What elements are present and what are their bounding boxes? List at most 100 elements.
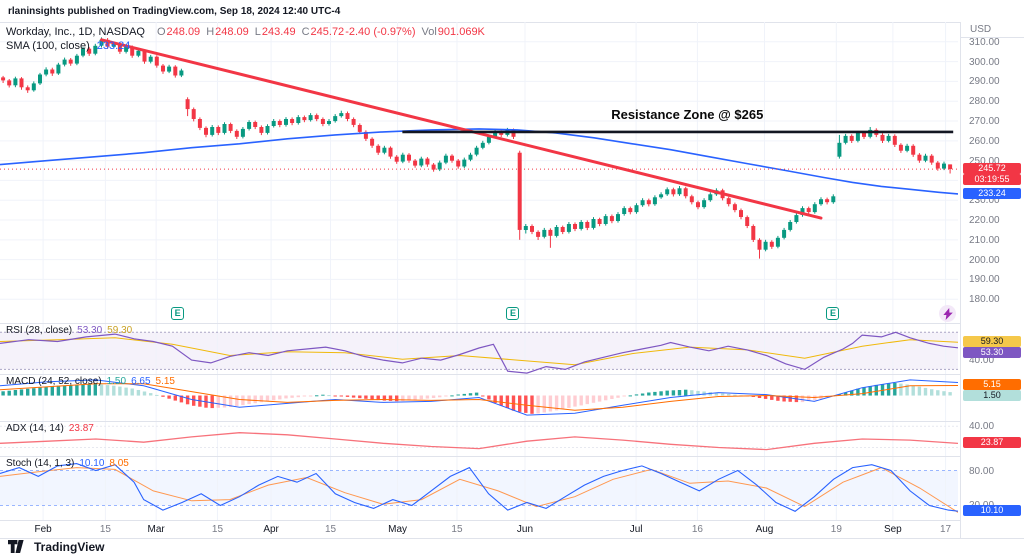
publisher-header: rlaninsights published on TradingView.co… [8,6,341,17]
symbol-legend[interactable]: Workday, Inc., 1D, NASDAQ O248.09 H248.09 L… [6,25,485,53]
macd-panel[interactable]: MACD (24, 52, close) 1.50 6.65 5.15 [0,374,960,421]
time-axis-label: 15 [324,524,337,535]
adx-title[interactable]: ADX (14, 14) [6,423,64,434]
high-value: 248.09 [215,26,249,38]
rsi-title[interactable]: RSI (28, close) [6,325,73,336]
footer: TradingView [8,538,104,555]
rsi-ma-value: 59.30 [107,325,133,336]
axis-tick-label: 190.00 [969,274,1000,286]
sma-row: SMA (100, close) 233.24 [6,39,485,53]
change-value: -2.40 (-0.97%) [345,26,416,38]
macd-hist-value: 1.50 [106,376,127,387]
currency-label: USD [961,22,1024,38]
symbol-title[interactable]: Workday, Inc., 1D, NASDAQ [6,26,145,38]
price-axis[interactable]: USD 310.00 300.00 290.00 280.00 270.00 260.00… [960,22,1024,538]
rsi-panel[interactable]: RSI (28, close) 53.30 59.30 [0,323,960,374]
open-value: 248.09 [166,26,201,38]
time-axis-label: 15 [99,524,111,535]
low-value: 243.49 [261,26,296,38]
axis-tick-label: 40.00 [969,355,995,367]
axis-tick-label: 40.00 [969,421,995,433]
axis-tick-label: 220.00 [969,215,1000,227]
resistance-annotation[interactable]: Resistance Zone @ $265 [611,107,764,123]
low-label: L [254,26,261,38]
time-axis-label: May [388,524,408,535]
earnings-icon[interactable]: E [171,307,185,320]
volume-value: 901.069K [437,26,485,38]
time-axis-label: Mar [147,524,165,535]
macd-hist-badge: 1.50 [963,390,1021,402]
divider[interactable] [0,374,1024,375]
brand-name[interactable]: TradingView [34,539,105,554]
close-value: 245.72 [310,26,345,38]
time-axis-label: Jun [516,524,534,535]
earnings-icon[interactable]: E [826,307,840,320]
flash-icon[interactable] [939,305,956,322]
price-panel[interactable]: Workday, Inc., 1D, NASDAQ O248.09 H248.09 L… [0,22,960,323]
time-axis-label: Jul [629,524,643,535]
axis-tick-label: 290.00 [969,76,1000,88]
adx-legend: ADX (14, 14) 23.87 [6,423,99,435]
divider [0,22,1024,23]
axis-tick-label: 210.00 [969,234,1000,246]
time-axis-label: Apr [263,524,279,535]
macd-line-value: 6.65 [131,376,151,387]
lightning-bolt-icon [942,307,953,320]
adx-value-badge: 23.87 [963,437,1021,449]
stoch-panel[interactable]: Stoch (14, 1, 3) 10.10 8.05 [0,456,960,520]
macd-signal-value: 5.15 [155,376,175,387]
divider [0,520,1024,521]
divider[interactable] [0,456,1024,457]
stoch-d-value: 8.05 [109,458,129,469]
macd-legend: MACD (24, 52, close) 1.50 6.65 5.15 [6,376,180,388]
earnings-icon[interactable]: E [506,307,520,320]
adx-panel[interactable]: ADX (14, 14) 23.87 [0,421,960,456]
divider [0,538,1024,539]
volume-label: Vol [421,26,437,38]
price-plot[interactable] [0,22,958,323]
countdown-badge: 03:19:55 [963,174,1021,186]
high-label: H [206,26,215,38]
axis-tick-label: 280.00 [969,96,1000,108]
time-axis-label: 16 [691,524,703,535]
stoch-title[interactable]: Stoch (14, 1, 3) [6,458,75,469]
time-axis[interactable]: Feb 15 Mar 15 Apr 15 May 15 Jun Jul 16 Aug 19 Sep 17 [0,520,960,538]
close-label: C [301,26,310,38]
sma-value: 233.24 [96,40,131,52]
tradingview-logo[interactable] [8,540,29,553]
axis-tick-label: 250.00 [969,155,1000,167]
macd-title[interactable]: MACD (24, 52, close) [6,376,102,387]
axis-tick-label: 200.00 [969,254,1000,266]
axis-tick-label: 180.00 [969,294,1000,306]
adx-plot[interactable] [0,421,958,456]
divider[interactable] [0,421,1024,422]
time-axis-label: Aug [755,524,774,535]
sma-price-badge: 233.24 [963,187,1021,199]
axis-tick-label: 260.00 [969,135,1000,147]
time-axis-label: Sep [883,524,902,535]
time-axis-label: 17 [939,524,952,535]
axis-tick-label: 230.00 [969,195,1000,207]
stoch-legend: Stoch (14, 1, 3) 10.10 8.05 [6,458,134,470]
time-axis-label: 15 [211,524,224,535]
last-price-badge: 245.72 [963,163,1021,175]
rsi-ma-badge: 59.30 [963,336,1021,348]
macd-signal-badge: 5.15 [963,379,1021,391]
rsi-value: 53.30 [77,325,103,336]
open-label: O [156,26,166,38]
divider[interactable] [0,323,1024,324]
rsi-plot[interactable] [0,323,958,374]
sma-title[interactable]: SMA (100, close) [6,40,90,52]
time-axis-label: 15 [451,524,463,535]
stoch-plot[interactable] [0,456,958,520]
macd-plot[interactable] [0,374,958,421]
stoch-value-badge: 10.10 [963,505,1021,517]
stoch-k-value: 10.10 [79,458,105,469]
axis-tick-label: 300.00 [969,56,1000,68]
rsi-legend: RSI (28, close) 53.30 59.30 [6,325,137,337]
symbol-row: Workday, Inc., 1D, NASDAQ O248.09 H248.09 L… [6,25,485,39]
axis-tick-label: 310.00 [969,36,1000,48]
time-axis-label: Feb [34,524,52,535]
time-axis-label: 19 [830,524,842,535]
